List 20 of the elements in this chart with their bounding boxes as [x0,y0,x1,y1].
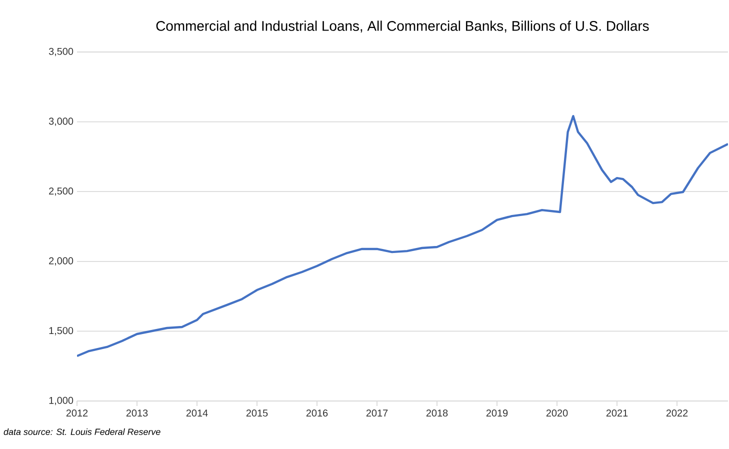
line-series [77,114,728,358]
x-tick-label: 2019 [486,410,508,417]
x-tick-label: 2014 [186,410,208,417]
y-tick-label: 3,000 [48,118,74,126]
y-tick-label: 2,500 [49,187,74,196]
x-tick-label: 2012 [66,410,88,417]
x-tick-label: 2016 [306,410,328,417]
x-tick-label: 2017 [366,410,388,417]
chart-title: Commercial and Industrial Loans, All Commercial Banks, Billions of U.S. Dollars [156,20,649,33]
x-tick-label: 2018 [426,410,448,417]
x-tick-label: 2021 [606,410,628,417]
x-tick-label: 2020 [546,410,568,417]
y-tick-label: 3,500 [48,48,74,56]
x-tick-label: 2013 [126,410,148,417]
x-tick-label: 2022 [666,410,688,417]
y-tick-label: 2,000 [49,257,74,266]
text: data source: St. Louis Federal Reserve [4,428,160,436]
y-tick-label: 1,000 [49,396,74,406]
x-tick-label: 2015 [246,410,268,417]
y-tick-label: 1,500 [49,327,74,336]
